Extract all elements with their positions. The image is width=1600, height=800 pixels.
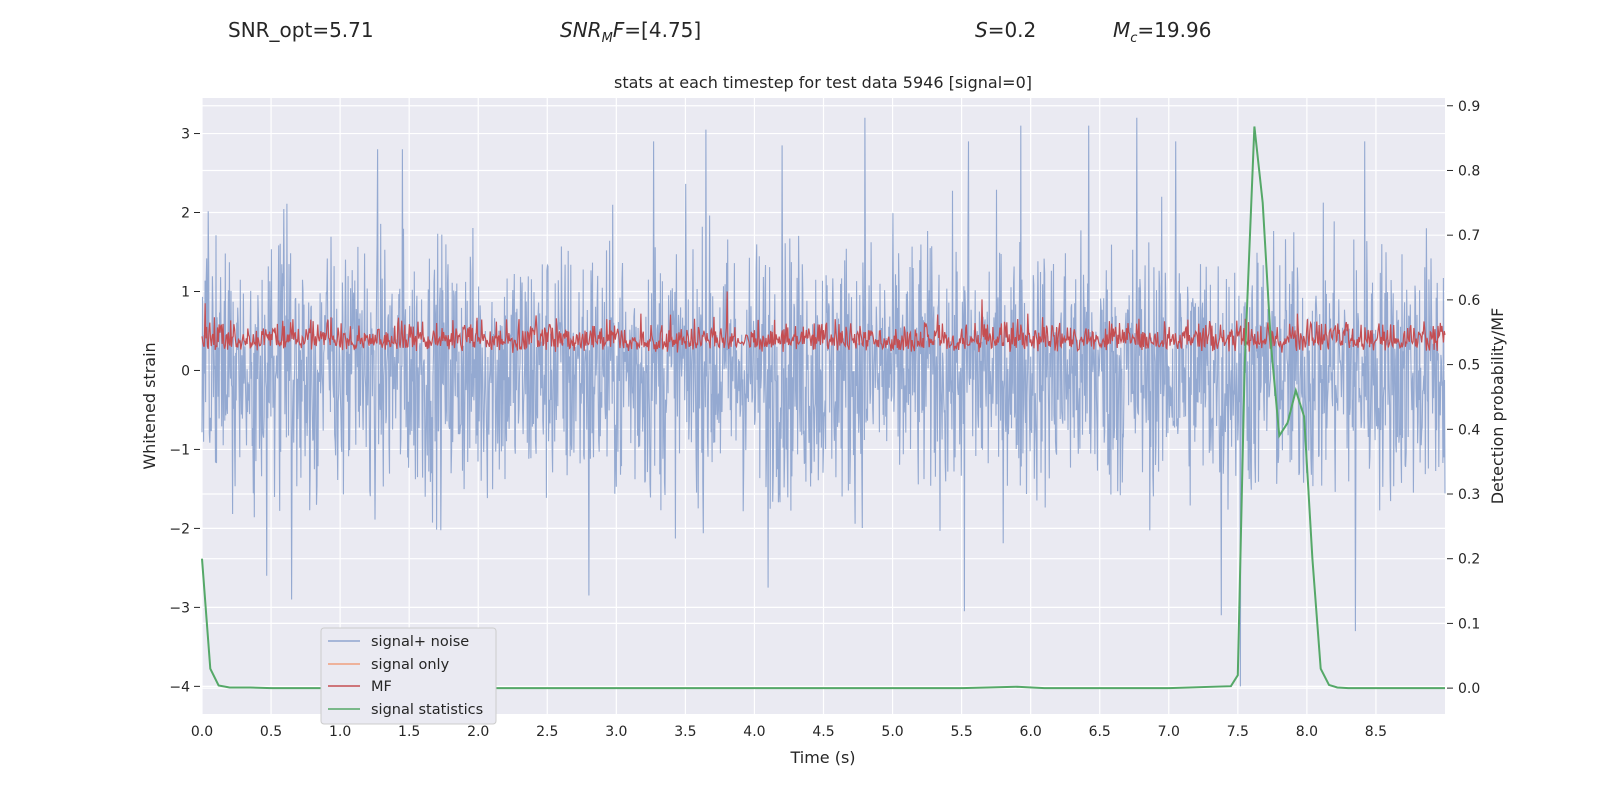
x-tick-label: 0.5 [260, 724, 282, 740]
mc-value: =19.96 [1137, 18, 1212, 42]
x-tick-labels: 0.0 0.5 1.0 1.5 2.0 2.5 3.0 3.5 4.0 4.5 5.0 5.5 6.0 6… [191, 724, 1387, 740]
y-axis-label: Whitened strain [140, 342, 159, 469]
snr-mf-value: =[4.75] [624, 18, 702, 42]
mf-series [201, 291, 1446, 353]
x-tick-label: 8.5 [1365, 724, 1387, 740]
legend-label-mf: MF [371, 679, 392, 695]
s-value: =0.2 [987, 18, 1037, 42]
y2-tick-label: 0.0 [1458, 681, 1480, 697]
snr-mf-subscript: M [601, 31, 613, 46]
x-tick-label: 2.5 [536, 724, 558, 740]
legend-label-signal-only: signal only [371, 657, 450, 673]
legend-label-signal-noise: signal+ noise [371, 634, 469, 650]
x-tick-label: 5.0 [881, 724, 903, 740]
legend: signal+ noise signal only MF signal stat… [320, 627, 497, 725]
mc-symbol: M [1113, 18, 1131, 42]
snr-mf-label: SNRMF=[4.75] [560, 18, 701, 46]
y2-tick-labels: 0.9 0.8 0.7 0.6 0.5 0.4 0.3 0.2 0.1 0.0 [1447, 99, 1480, 697]
y2-tick-label: 0.3 [1458, 487, 1480, 503]
y2-tick-label: 0.2 [1458, 552, 1480, 568]
y2-tick-label: 0.5 [1458, 358, 1480, 374]
y-tick-labels: 3 2 1 0 −1 −2 −3 −4 [169, 127, 200, 695]
x-tick-label: 7.5 [1227, 724, 1249, 740]
y2-tick-label: 0.1 [1458, 616, 1480, 632]
snr-opt-text: SNR_opt=5.71 [228, 18, 374, 42]
signal-noise-line [201, 117, 1446, 687]
y2-axis-label: Detection probability/MF [1488, 308, 1507, 505]
y-tick-label: −2 [169, 521, 190, 537]
x-tick-label: 8.0 [1296, 724, 1318, 740]
x-tick-label: 0.0 [191, 724, 213, 740]
y-tick-label: −3 [169, 600, 190, 616]
y2-tick-label: 0.8 [1458, 163, 1480, 179]
mc-subscript: c [1130, 31, 1138, 46]
signal-statistics-line [201, 126, 1445, 690]
mf-line [201, 291, 1446, 353]
y2-tick-label: 0.7 [1458, 228, 1480, 244]
x-axis-label: Time (s) [789, 748, 855, 767]
y-tick-label: 1 [181, 284, 190, 300]
y2-tick-label: 0.4 [1458, 422, 1480, 438]
y-tick-label: −4 [169, 679, 190, 695]
x-tick-label: 4.5 [812, 724, 834, 740]
s-label: S=0.2 [975, 18, 1036, 42]
x-tick-label: 3.5 [674, 724, 696, 740]
y-tick-label: −1 [169, 442, 190, 458]
x-tick-label: 1.5 [398, 724, 420, 740]
snr-mf-symbol-tail: F [612, 18, 625, 42]
y2-tick-label: 0.6 [1458, 293, 1480, 309]
mc-label: Mc=19.96 [1113, 18, 1211, 46]
x-tick-label: 1.0 [329, 724, 351, 740]
y-tick-label: 0 [181, 363, 190, 379]
y2-tick-label: 0.9 [1458, 99, 1480, 115]
chart-title: stats at each timestep for test data 594… [614, 73, 1032, 92]
x-tick-label: 6.0 [1020, 724, 1042, 740]
x-tick-label: 2.0 [467, 724, 489, 740]
y-tick-label: 3 [181, 127, 190, 143]
y-tick-label: 2 [181, 206, 190, 222]
s-symbol: S [975, 18, 988, 42]
snr-opt-label: SNR_opt=5.71 [228, 18, 374, 42]
signal-noise-series [201, 117, 1446, 687]
x-tick-label: 7.0 [1158, 724, 1180, 740]
x-tick-label: 5.5 [950, 724, 972, 740]
legend-box [320, 627, 497, 725]
x-tick-label: 4.0 [743, 724, 765, 740]
snr-mf-symbol: SNR [560, 18, 602, 42]
signal-statistics-series [201, 126, 1445, 690]
x-tick-label: 6.5 [1089, 724, 1111, 740]
legend-label-signal-statistics: signal statistics [371, 702, 483, 718]
x-tick-label: 3.0 [605, 724, 627, 740]
